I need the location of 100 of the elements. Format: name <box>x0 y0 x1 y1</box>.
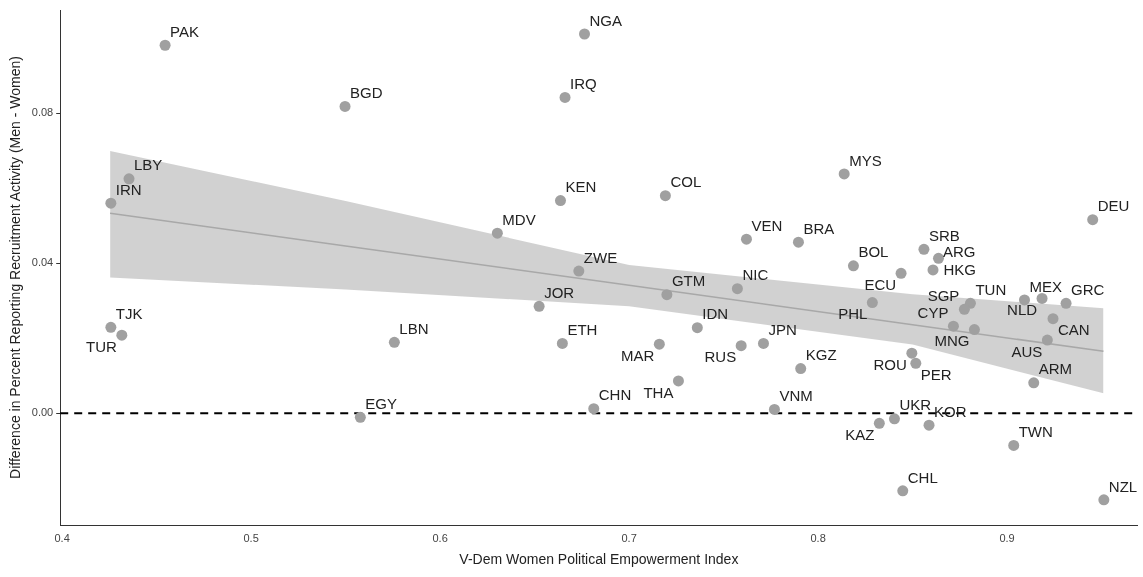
data-label: MDV <box>502 210 536 228</box>
data-label: GRC <box>1071 280 1105 298</box>
point <box>888 413 900 425</box>
point <box>927 264 939 276</box>
data-label: TWN <box>1018 423 1053 441</box>
data-label: TUN <box>975 280 1007 298</box>
point <box>533 300 545 312</box>
data-label: BOL <box>858 243 889 261</box>
point <box>491 227 503 239</box>
data-label: ARG <box>943 242 976 260</box>
point <box>1028 377 1040 389</box>
x-tick-label: 0.4 <box>54 531 70 544</box>
point <box>105 197 117 209</box>
data-label: KEN <box>565 178 597 196</box>
data-label: MNG <box>934 332 970 350</box>
y-tick-label: 0.00 <box>31 406 54 419</box>
point <box>691 322 703 334</box>
point <box>1087 214 1099 226</box>
point <box>354 411 366 423</box>
point <box>740 233 752 245</box>
point <box>659 190 671 202</box>
y-tick-label: 0.04 <box>31 256 54 269</box>
point <box>388 336 400 348</box>
point <box>923 419 935 431</box>
data-label: ROU <box>873 355 907 373</box>
data-label: IRQ <box>570 75 597 93</box>
point <box>554 195 566 207</box>
point <box>932 252 944 264</box>
point <box>757 337 769 349</box>
point <box>1060 297 1072 309</box>
data-label: LBN <box>399 319 429 337</box>
data-label: JOR <box>544 283 575 301</box>
point <box>897 485 909 497</box>
data-label: NZL <box>1108 477 1138 495</box>
data-label: CYP <box>917 303 949 321</box>
point <box>556 337 568 349</box>
data-label: AUS <box>1011 342 1043 360</box>
point <box>866 297 878 309</box>
point <box>838 168 850 180</box>
data-label: KOR <box>934 402 967 420</box>
data-label: ETH <box>567 321 598 339</box>
data-label: UKR <box>899 396 932 414</box>
data-label: IDN <box>702 305 729 323</box>
data-label: MAR <box>621 346 655 364</box>
point <box>958 303 970 315</box>
data-label: COL <box>670 173 702 191</box>
data-label: KGZ <box>805 346 837 364</box>
point <box>339 100 351 112</box>
data-label: PER <box>920 365 952 383</box>
data-label: MYS <box>849 151 882 169</box>
data-label: TUR <box>86 337 117 355</box>
data-label: ARM <box>1038 360 1073 378</box>
y-axis-title: Difference in Percent Reporting Recruitment Activity (Men - Women) <box>7 56 24 479</box>
point <box>661 289 673 301</box>
point <box>795 363 807 375</box>
point <box>731 283 743 295</box>
data-label: NLD <box>1007 301 1038 319</box>
point <box>653 338 665 350</box>
point <box>123 173 135 185</box>
point <box>910 357 922 369</box>
point <box>1008 439 1020 451</box>
data-label: DEU <box>1097 197 1130 215</box>
data-label: SRB <box>928 226 960 244</box>
data-label: ECU <box>864 275 897 293</box>
data-label: LBY <box>134 156 163 174</box>
data-label: JPN <box>768 321 797 339</box>
point <box>1041 334 1053 346</box>
point <box>578 28 590 40</box>
data-label: ZWE <box>583 248 618 266</box>
data-label: PHL <box>838 305 868 323</box>
point <box>1098 494 1110 506</box>
point <box>735 340 747 352</box>
data-label: RUS <box>704 348 737 366</box>
data-label: THA <box>643 383 674 401</box>
point <box>947 320 959 332</box>
data-label: BGD <box>350 84 383 102</box>
data-label: IRN <box>115 180 142 198</box>
point <box>847 260 859 272</box>
point <box>573 265 585 277</box>
data-label: VEN <box>751 216 783 234</box>
data-label: NGA <box>589 11 623 29</box>
data-label: PAK <box>170 22 200 40</box>
point <box>159 39 171 51</box>
point <box>588 403 600 415</box>
x-tick-label: 0.8 <box>810 531 826 544</box>
point <box>918 243 930 255</box>
point <box>792 236 804 248</box>
point <box>105 321 117 333</box>
data-label: MEX <box>1029 277 1062 295</box>
data-label: EGY <box>365 394 398 412</box>
point <box>1036 292 1048 304</box>
point <box>116 329 128 341</box>
x-tick-label: 0.6 <box>432 531 448 544</box>
point <box>1047 313 1059 325</box>
x-tick-label: 0.9 <box>999 531 1015 544</box>
data-label: GTM <box>671 272 706 290</box>
x-tick-label: 0.5 <box>243 531 259 544</box>
point <box>559 91 571 103</box>
data-label: CHN <box>598 386 632 404</box>
y-tick-label: 0.08 <box>31 106 54 119</box>
